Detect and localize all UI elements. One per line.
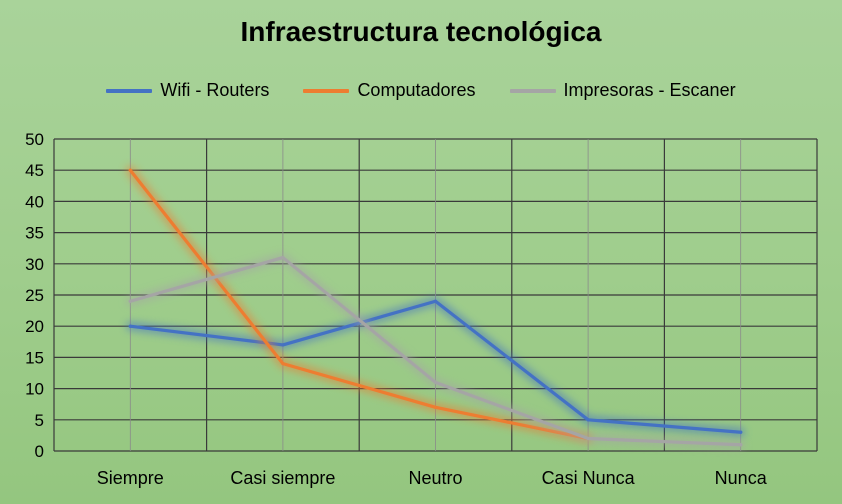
series-point xyxy=(128,324,132,328)
series-point xyxy=(281,343,285,347)
chart-legend: Wifi - Routers Computadores Impresoras -… xyxy=(0,80,842,101)
legend-swatch-computadores xyxy=(303,88,350,93)
y-tick-label: 0 xyxy=(35,442,44,461)
series-point xyxy=(281,362,285,366)
series-point xyxy=(433,299,438,303)
tick-layer: 0 5 10 15 20 25 30 35 40 45 50 Siempre Casi siempre N… xyxy=(25,130,768,488)
x-tick-label: Nunca xyxy=(715,468,768,488)
x-tick-label: Siempre xyxy=(97,468,164,488)
legend-label-computadores: Computadores xyxy=(357,80,476,100)
y-tick-label: 5 xyxy=(35,411,44,430)
y-tick-label: 20 xyxy=(25,317,44,336)
legend-swatch-impresoras xyxy=(509,88,556,93)
x-tick-label: Neutro xyxy=(408,468,462,488)
y-tick-label: 50 xyxy=(25,130,44,149)
series-point xyxy=(433,405,438,409)
y-tick-label: 30 xyxy=(25,255,44,274)
series-point xyxy=(128,168,132,172)
legend-item-impresoras: Impresoras - Escaner xyxy=(509,80,736,101)
series-point xyxy=(739,443,743,447)
legend-label-impresoras: Impresoras - Escaner xyxy=(563,80,736,100)
series-point xyxy=(586,436,590,441)
legend-label-wifi: Wifi - Routers xyxy=(160,80,270,100)
x-tick-label: Casi Nunca xyxy=(542,468,636,488)
grid-layer xyxy=(53,138,818,452)
x-tick-label: Casi siempre xyxy=(230,468,335,488)
legend-swatch-wifi xyxy=(106,88,153,93)
series-point xyxy=(586,418,590,422)
y-tick-label: 10 xyxy=(25,380,44,399)
chart-title: Infraestructura tecnológica xyxy=(240,16,602,47)
series-point xyxy=(739,430,743,434)
y-tick-label: 35 xyxy=(25,224,44,243)
y-tick-label: 15 xyxy=(25,348,44,367)
series-line-1 xyxy=(128,168,590,441)
series-layer xyxy=(125,165,746,450)
y-tick-label: 40 xyxy=(25,192,44,211)
legend-item-computadores: Computadores xyxy=(303,80,476,101)
series-point xyxy=(128,299,132,303)
legend-item-wifi: Wifi - Routers xyxy=(106,80,269,101)
series-point xyxy=(433,380,438,384)
y-tick-label: 25 xyxy=(25,286,44,305)
y-tick-label: 45 xyxy=(25,161,44,180)
series-point xyxy=(281,255,285,260)
